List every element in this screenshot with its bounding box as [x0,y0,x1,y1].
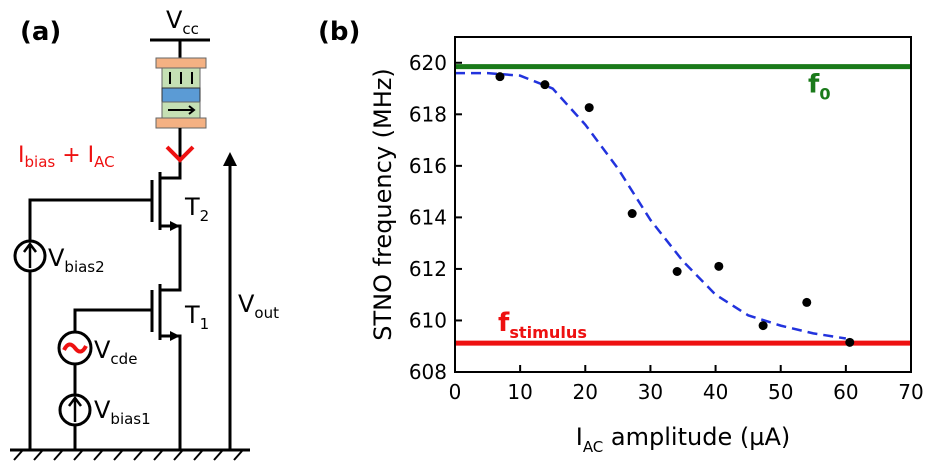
data-point [845,337,855,347]
t1-label: T1 [184,301,209,333]
data-point [495,72,505,82]
label-main: T [184,193,200,221]
wire [160,128,182,180]
label-main: I [576,423,583,451]
y-tick-label: 616 [409,154,447,178]
vbias1-label: Vbias1 [94,396,151,428]
y-axis-label: STNO frequency (MHz) [369,68,397,340]
label-main: V [94,336,111,364]
panel-label: (b) [318,17,360,47]
label-sub: 0 [819,85,830,104]
data-point [672,267,682,276]
label-sub: cde [110,350,137,368]
y-tick-label: 610 [409,308,447,332]
data-point [584,103,594,113]
label-sub: cc [182,20,199,38]
layer [161,87,201,103]
label-sub: bias1 [110,410,150,428]
data-point [627,209,637,219]
data-point [802,297,812,307]
vout-label: Vout [238,290,279,322]
y-tick-label: 608 [409,360,447,384]
t2-label: T2 [184,193,209,225]
data-point [714,261,724,271]
label-rest: amplitude (µA) [603,423,790,451]
electrode [155,57,207,69]
reference-label: f0 [808,70,831,104]
current-arrow [165,145,195,163]
wire [150,38,210,58]
label-main: V [48,244,65,272]
label-sub: AC [583,438,603,456]
label-sub: out [254,304,279,322]
x-tick-label: 30 [638,380,663,404]
label-sub: bias2 [64,258,104,276]
label-main: V [166,6,183,34]
data-point [758,321,768,331]
wire [28,172,182,450]
source-arrow [23,241,37,268]
spin-arrow [168,105,196,115]
x-tick-label: 50 [768,380,793,404]
arrow-head [223,152,237,166]
vcde-label: Vcde [94,336,137,368]
x-axis-label: IAC amplitude (µA) [576,423,791,456]
label-main: f [808,70,820,100]
label-sub: AC [94,153,114,171]
x-tick-label: 0 [449,380,462,404]
x-tick-label: 70 [898,380,923,404]
label-main: T [184,301,200,329]
current-label: Ibias + IAC [18,143,115,171]
reference-label: fstimulus [498,308,587,342]
x-tick-label: 10 [507,380,532,404]
ac-symbol [62,342,88,354]
label-sub: 2 [200,207,210,225]
label-main: I [18,143,25,168]
spin-arrows [169,72,193,84]
vcc-label: Vcc [166,6,199,38]
panel-label: (a) [20,17,61,47]
label-sub: stimulus [509,323,587,342]
x-tick-label: 20 [573,380,598,404]
x-tick-label: 60 [833,380,858,404]
fit-curve [455,71,847,340]
label-sub: bias [25,153,56,171]
label-sub: 1 [200,315,210,333]
y-tick-label: 614 [409,205,447,229]
x-tick-label: 40 [703,380,728,404]
source-arrow [68,395,82,422]
electrode [155,117,207,129]
y-tick-label: 620 [409,51,447,75]
label-main: V [238,290,255,318]
data-point [540,80,550,90]
plot-frame [454,36,912,373]
label-main: + I [55,143,94,168]
label-main: V [94,396,111,424]
circuit: (a) Vcc Ibias + IAC T2 T1 Vbias2 Vcde Vb… [10,6,279,461]
y-tick-label: 612 [409,257,447,281]
label-main: f [498,308,510,338]
ground-hatch [13,450,243,461]
vbias2-label: Vbias2 [48,244,105,276]
y-tick-label: 618 [409,102,447,126]
